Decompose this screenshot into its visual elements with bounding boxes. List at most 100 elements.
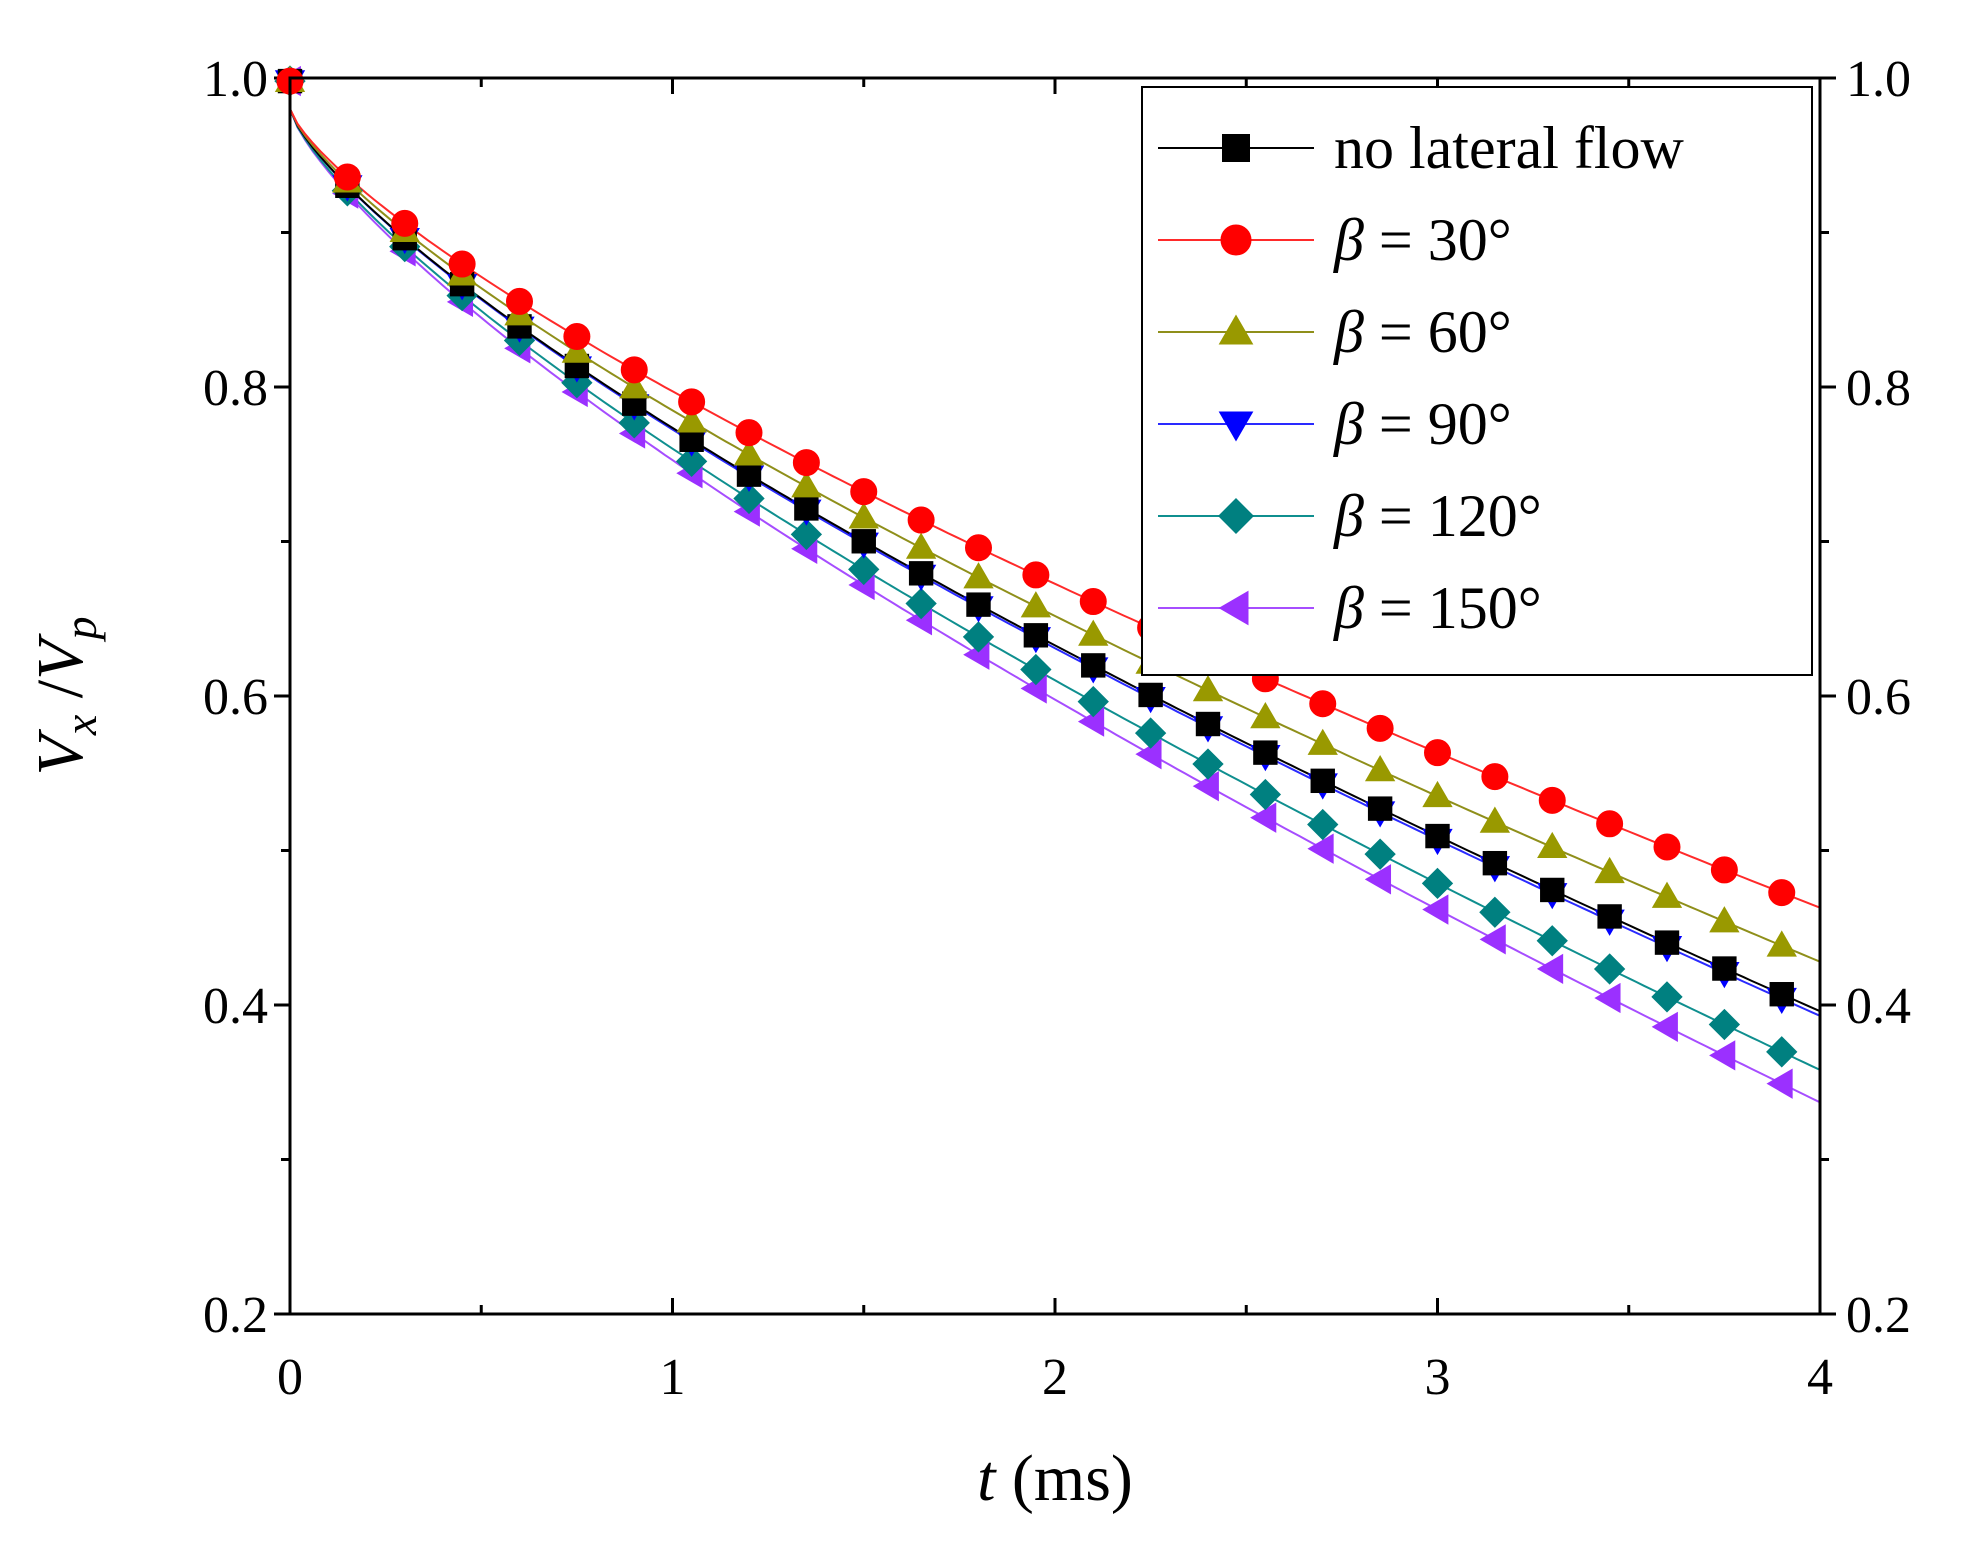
legend-label-text: = 60° — [1364, 299, 1512, 365]
data-point — [1536, 925, 1568, 957]
legend-label: no lateral flow — [1334, 115, 1685, 181]
y-tick-label: 0.4 — [203, 978, 268, 1035]
data-point — [391, 209, 419, 237]
series-line — [289, 108, 1821, 1013]
y-axis-title: Vx /Vp — [24, 617, 106, 776]
data-point — [736, 462, 762, 487]
data-point — [1766, 930, 1797, 957]
data-point — [905, 587, 937, 620]
data-point — [1422, 780, 1453, 808]
data-point — [790, 518, 823, 551]
data-point — [1651, 981, 1683, 1013]
data-point — [792, 449, 820, 477]
data-point — [1766, 1068, 1793, 1099]
data-point — [1081, 653, 1106, 678]
tick-labels-layer: 0 1 2 3 40.2 0.20.4 0.40.6 0.60.8 0.81.0 1.0 — [203, 51, 1911, 1406]
y-tick-label: 0.6 — [203, 669, 268, 726]
data-point — [563, 322, 591, 350]
data-point — [620, 356, 648, 384]
y-tick-label: 1.0 — [203, 51, 268, 108]
data-point — [1307, 833, 1334, 864]
data-point — [1020, 653, 1052, 686]
y-tick-label-right: 0.2 — [1846, 1287, 1911, 1344]
data-point — [1479, 806, 1511, 833]
legend-label: β = 30° — [1333, 207, 1512, 273]
data-point — [1768, 879, 1796, 907]
y-axis-title-v2: V — [24, 633, 97, 680]
data-point — [1192, 770, 1219, 802]
data-point — [1482, 850, 1508, 876]
legend-box — [1141, 86, 1813, 676]
data-point — [1077, 685, 1109, 718]
y-tick-label-right: 0.6 — [1846, 669, 1911, 726]
data-point — [1023, 623, 1049, 648]
legend-label: β = 150° — [1333, 575, 1542, 641]
legend-marker — [1218, 314, 1254, 345]
data-point — [1709, 1040, 1736, 1071]
legend-beta-symbol: β — [1333, 299, 1364, 365]
data-point — [1424, 739, 1451, 767]
data-point — [966, 592, 991, 617]
data-point — [1710, 856, 1738, 884]
series-line — [289, 108, 1821, 963]
y-tick-label-right: 1.0 — [1846, 51, 1911, 108]
y-tick-label: 0.2 — [203, 1287, 268, 1344]
data-point — [1481, 763, 1509, 791]
lines-layer — [289, 108, 1821, 1104]
data-point — [905, 532, 937, 559]
data-point — [1479, 924, 1506, 955]
data-point — [1537, 831, 1568, 859]
legend-beta-symbol: β — [1333, 391, 1364, 457]
x-tick-label: 4 — [1807, 1349, 1833, 1406]
x-tick-label: 1 — [660, 1349, 686, 1406]
legend-label-text: = 30° — [1364, 207, 1512, 273]
data-point — [333, 163, 361, 191]
legend-beta-symbol: β — [1333, 207, 1364, 273]
data-point — [1594, 982, 1621, 1014]
data-point — [907, 506, 935, 534]
x-tick-label: 2 — [1042, 1349, 1068, 1406]
data-point — [1138, 682, 1163, 708]
data-point — [1594, 856, 1625, 884]
data-point — [1596, 810, 1624, 838]
legend-label-text: = 120° — [1364, 483, 1542, 549]
legend-label: β = 120° — [1333, 483, 1542, 549]
x-tick-label: 0 — [277, 1349, 303, 1406]
data-point — [1536, 953, 1564, 985]
series-line — [289, 108, 1821, 1071]
data-point — [1653, 833, 1681, 861]
x-axis-title-unit: (ms) — [995, 1442, 1132, 1515]
data-point — [791, 471, 822, 498]
legend-marker — [1218, 498, 1254, 534]
data-point — [963, 562, 994, 589]
data-point — [908, 561, 934, 586]
x-axis-title: t (ms) — [977, 1442, 1133, 1515]
data-point — [1309, 690, 1337, 718]
legend-label-text: = 90° — [1364, 391, 1512, 457]
data-point — [1253, 740, 1278, 765]
data-point — [735, 419, 763, 447]
data-point — [1249, 778, 1282, 811]
data-point — [1654, 930, 1680, 955]
data-point — [1307, 808, 1339, 841]
data-point — [1651, 1011, 1678, 1043]
y-tick-label: 0.8 — [203, 360, 268, 417]
data-point — [1250, 802, 1277, 833]
legend-marker — [1218, 590, 1249, 626]
series-line — [289, 108, 1821, 1104]
legend-marker — [1218, 411, 1254, 442]
y-axis-title-sub2: p — [55, 617, 106, 643]
y-tick-label-right: 0.8 — [1846, 360, 1911, 417]
data-point — [965, 534, 992, 562]
data-point — [1250, 702, 1281, 729]
legend-marker — [1220, 224, 1252, 256]
data-point — [1593, 953, 1626, 985]
data-point — [851, 529, 876, 554]
data-point — [733, 482, 765, 515]
legend-label-text: = 150° — [1364, 575, 1542, 641]
data-point — [676, 406, 707, 433]
y-axis-title-sub1: x — [55, 714, 106, 736]
legend-marker — [1222, 134, 1250, 162]
